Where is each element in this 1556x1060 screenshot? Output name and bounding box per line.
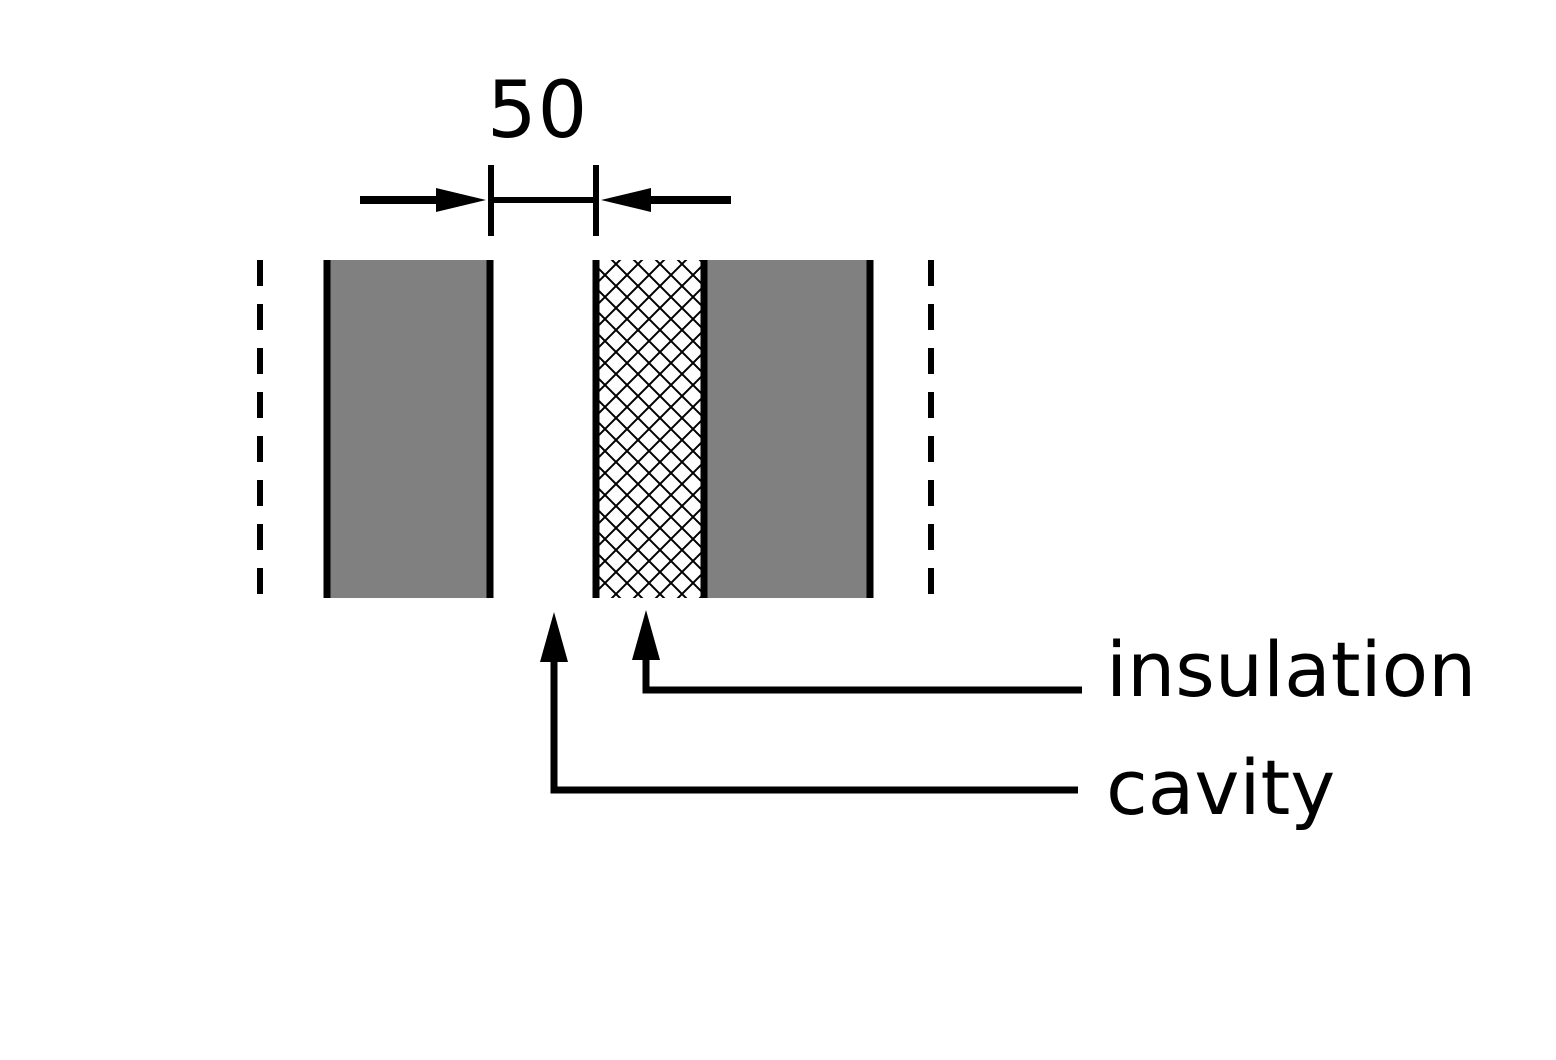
insulation-layer xyxy=(596,260,704,598)
cavity-leader-arrowhead xyxy=(540,612,568,662)
insulation-leader-arrowhead xyxy=(632,610,660,660)
cavity-leader xyxy=(540,612,1078,794)
insulation-leader xyxy=(632,610,1082,694)
cavity-label: cavity xyxy=(1106,743,1336,832)
insulation-leader-line xyxy=(642,650,1082,694)
insulation-label: insulation xyxy=(1106,625,1477,714)
cavity-leader-line xyxy=(550,652,1078,794)
dimension-arrow-left-head xyxy=(436,188,486,212)
cavity-width-label: 50 xyxy=(487,66,589,156)
dimension-arrow-right-head xyxy=(601,188,651,212)
dimension-line xyxy=(360,165,731,236)
left-wall-leaf xyxy=(327,260,491,598)
right-wall-leaf xyxy=(704,260,870,598)
